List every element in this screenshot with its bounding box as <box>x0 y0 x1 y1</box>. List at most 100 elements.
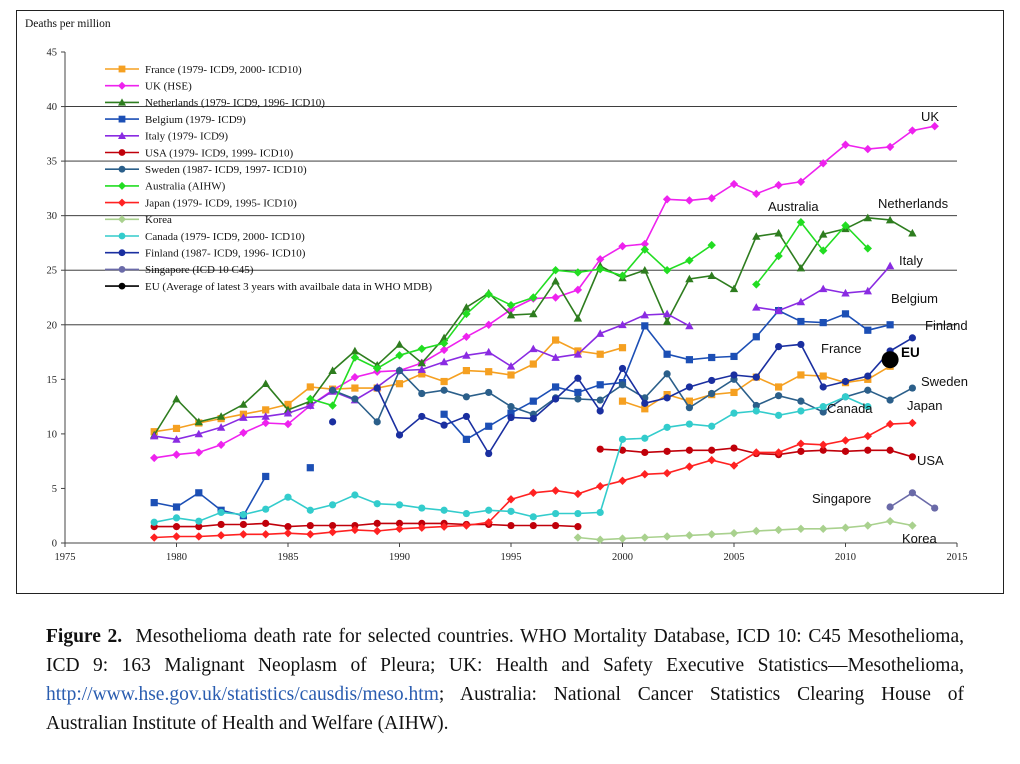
series-annotation-france: France <box>821 341 861 356</box>
data-point-korea-2012 <box>885 516 895 526</box>
legend-marker-netherlands <box>118 98 126 106</box>
data-point-japan-2009 <box>819 440 828 449</box>
data-point-uk-2003 <box>685 196 694 205</box>
data-point-korea-2004 <box>707 530 716 539</box>
data-point-italy-2006 <box>752 303 761 311</box>
data-point-italy-1982 <box>216 423 226 431</box>
data-point-korea-2001 <box>640 533 649 542</box>
data-point-japan-2001 <box>640 470 649 479</box>
data-point-uk-1985 <box>283 419 293 429</box>
data-point-netherlands-1980 <box>172 394 181 403</box>
data-point-finland-2001 <box>641 399 649 407</box>
data-point-italy-1992 <box>439 357 449 366</box>
data-point-sweden-2002 <box>663 370 671 378</box>
data-point-italy-1999 <box>596 329 605 337</box>
series-annotation-singapore: Singapore <box>812 491 871 506</box>
x-tick-label-2015: 2015 <box>947 552 968 563</box>
series-annotation-finland: Finland <box>925 318 968 333</box>
data-point-italy-1980 <box>172 435 181 443</box>
data-point-australia-2002 <box>662 266 672 275</box>
data-point-canada-2011 <box>864 403 872 411</box>
data-point-korea-2002 <box>662 532 672 541</box>
data-point-italy-1996 <box>529 344 538 353</box>
legend-label-italy: Italy (1979- ICD9) <box>145 131 228 143</box>
data-point-canada-2009 <box>819 403 827 411</box>
data-point-netherlands-1982 <box>216 412 226 420</box>
data-point-france-1985 <box>284 400 292 409</box>
legend-label-finland: Finland (1987- ICD9, 1996- ICD10) <box>145 248 306 260</box>
y-tick-label-30: 30 <box>47 211 58 222</box>
data-point-sweden-1987 <box>329 386 337 394</box>
data-point-usa-2010 <box>841 447 850 455</box>
data-point-usa-2012 <box>886 446 894 454</box>
data-point-japan-1998 <box>573 489 583 499</box>
data-point-singapore-2012 <box>886 503 894 511</box>
data-point-uk-1983 <box>239 428 248 437</box>
data-point-finland-2004 <box>708 376 716 385</box>
data-point-canada-1997 <box>552 509 560 518</box>
data-point-france-2003 <box>685 397 693 405</box>
legend-label-usa: USA (1979- ICD9, 1999- ICD10) <box>145 147 294 159</box>
data-point-canada-1988 <box>351 491 359 499</box>
series-line-france-0 <box>154 339 623 433</box>
data-point-netherlands-2005 <box>729 284 739 293</box>
y-tick-label-15: 15 <box>47 375 58 386</box>
data-point-japan-1999 <box>596 482 605 491</box>
data-point-belgium-1997 <box>552 383 560 391</box>
caption-label: Figure 2. <box>46 626 123 647</box>
y-tick-label-40: 40 <box>47 102 58 113</box>
data-point-france-1980 <box>172 424 181 433</box>
data-point-japan-2003 <box>685 462 694 471</box>
data-point-sweden-2003 <box>685 404 694 412</box>
data-point-canada-1994 <box>485 506 493 514</box>
data-point-sweden-1988 <box>351 395 359 403</box>
data-point-italy-2011 <box>863 286 872 295</box>
data-point-sweden-1999 <box>596 396 604 404</box>
data-point-uk-2006 <box>752 189 761 199</box>
data-point-france-1992 <box>440 377 448 386</box>
data-point-australia-2001 <box>640 245 649 254</box>
data-point-belgium-1984 <box>262 472 270 481</box>
data-point-italy-1994 <box>484 347 493 356</box>
data-point-sweden-1992 <box>440 386 448 394</box>
data-point-usa-1989 <box>373 519 381 527</box>
y-tick-label-0: 0 <box>52 539 57 550</box>
data-point-uk-2007 <box>774 180 783 190</box>
data-point-usa-1984 <box>262 519 270 527</box>
data-point-belgium-1979 <box>150 499 158 507</box>
data-point-japan-1989 <box>373 526 382 536</box>
data-point-usa-2001 <box>641 448 649 457</box>
x-tick-label-2010: 2010 <box>835 552 856 563</box>
x-tick-label-2000: 2000 <box>612 552 633 563</box>
caption-text: Mesothelioma death rate for selected cou… <box>46 626 964 676</box>
data-point-belgium-2004 <box>708 353 716 362</box>
data-point-sweden-2008 <box>797 397 805 405</box>
data-point-finland-1999 <box>596 407 604 415</box>
data-point-finland-1993 <box>462 412 470 421</box>
data-point-france-1988 <box>351 384 359 392</box>
data-point-australia-1995 <box>506 300 516 310</box>
data-point-canada-2006 <box>752 407 760 415</box>
caption-link[interactable]: http://www.hse.gov.uk/statistics/causdis… <box>46 684 439 705</box>
data-point-japan-1987 <box>328 527 337 537</box>
data-point-japan-2012 <box>885 419 895 429</box>
data-point-finland-2013 <box>908 334 917 342</box>
legend-label-netherlands: Netherlands (1979- ICD9, 1996- ICD10) <box>145 97 325 109</box>
data-point-france-1984 <box>262 406 270 414</box>
data-point-usa-2008 <box>797 447 805 455</box>
data-point-sweden-2013 <box>908 384 917 392</box>
data-point-japan-1995 <box>506 495 516 504</box>
series-annotation-italy: Italy <box>899 253 923 268</box>
data-point-finland-1990 <box>395 431 404 439</box>
data-point-belgium-1998 <box>574 388 582 397</box>
data-point-uk-1980 <box>172 450 181 459</box>
data-point-netherlands-2002 <box>662 317 672 325</box>
data-point-australia-1993 <box>462 309 471 319</box>
legend-marker-usa <box>118 149 126 156</box>
data-point-france-2005 <box>730 388 738 397</box>
series-annotation-netherlands: Netherlands <box>878 196 949 211</box>
data-point-uk-2012 <box>885 142 895 152</box>
data-point-usa-1999 <box>596 445 604 453</box>
data-point-finland-2007 <box>775 343 783 351</box>
data-point-italy-2010 <box>841 288 850 297</box>
